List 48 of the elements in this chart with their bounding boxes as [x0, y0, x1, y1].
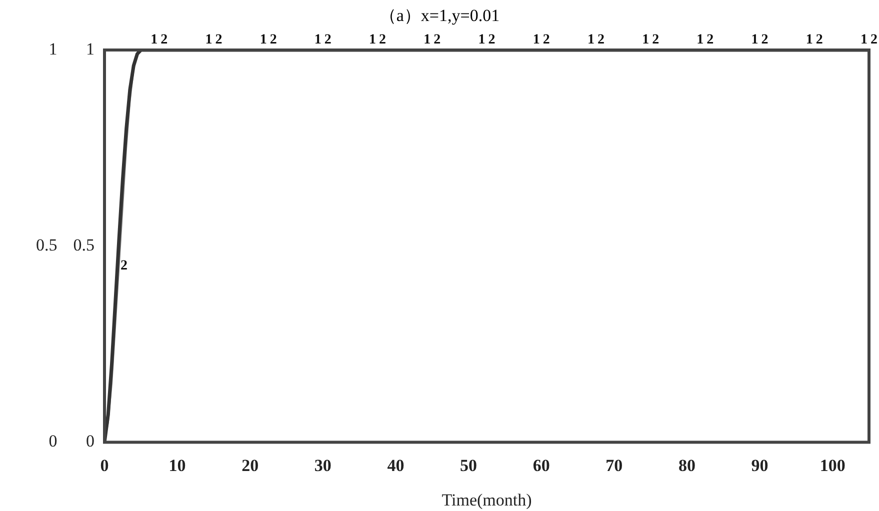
x-tick-label: 70 [606, 456, 623, 475]
x-axis-title: Time(month) [442, 490, 532, 510]
text: 2 [160, 32, 168, 48]
y2-tick-label: 0 [86, 432, 94, 451]
x-tick-label: 30 [314, 456, 332, 475]
x-tick-label: 100 [820, 456, 846, 475]
text: 2 [706, 32, 714, 48]
text: 1 [860, 32, 868, 48]
y2-tick-label: 0.5 [73, 236, 94, 255]
text: 2 [379, 32, 386, 48]
text: 2 [542, 32, 550, 48]
text: 1 [478, 32, 486, 48]
x-tick-label: 50 [460, 456, 478, 475]
y-tick-label: 0.5 [36, 236, 58, 255]
x-tick-label: 80 [678, 456, 696, 475]
text: 2 [870, 32, 878, 48]
text: 1 [260, 32, 267, 48]
text: 1 [532, 32, 540, 48]
text: 2 [270, 32, 277, 48]
text: 1 [642, 32, 650, 48]
series-label: 2 [120, 258, 128, 274]
text: 2 [434, 32, 441, 48]
text: 1 [205, 32, 212, 48]
x-tick-label: 60 [532, 456, 550, 475]
x-tick-label: 20 [242, 456, 259, 475]
chart-title: （a）x=1,y=0.01 [378, 5, 501, 27]
x-tick-label: 0 [100, 456, 109, 475]
y-tick-label: 1 [48, 39, 58, 58]
text: 2 [816, 32, 823, 48]
y2-tick-label: 1 [86, 39, 94, 58]
x-tick-label: 90 [751, 456, 768, 475]
text: 2 [761, 32, 768, 48]
text: 1 [314, 32, 322, 48]
x-tick-label: 40 [387, 456, 404, 475]
y-tick-label: 0 [48, 432, 58, 451]
series-label: 1 [150, 32, 158, 48]
text: 2 [488, 32, 496, 48]
text: 1 [696, 32, 704, 48]
text: 1 [369, 32, 376, 48]
text: 2 [215, 32, 222, 48]
text: 2 [597, 32, 604, 48]
text: 1 [751, 32, 758, 48]
text: 1 [424, 32, 431, 48]
x-tick-label: 10 [168, 456, 186, 475]
text: 1 [587, 32, 594, 48]
text: 2 [652, 32, 660, 48]
text: 2 [324, 32, 332, 48]
text: 1 [806, 32, 813, 48]
